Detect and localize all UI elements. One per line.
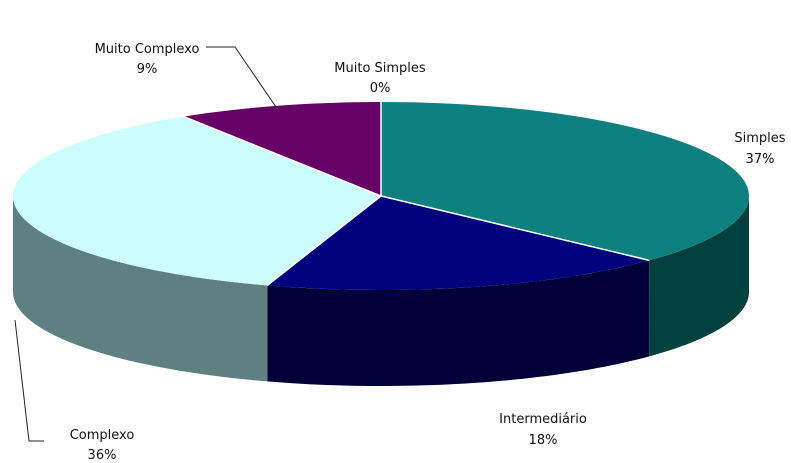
percent-complexo: 36% <box>88 448 117 463</box>
slice-edge-muito-complexo <box>183 115 382 197</box>
slice-intermediario <box>267 196 650 290</box>
percent-simples: 37% <box>746 152 775 167</box>
leader-lines <box>14 46 277 442</box>
slice-muito-complexo <box>183 102 381 196</box>
percent-intermediario: 18% <box>529 433 558 448</box>
label-complexo: Complexo <box>70 428 135 443</box>
slice-edge-intermediario <box>380 195 650 262</box>
percent-muito-complexo: 9% <box>137 62 158 77</box>
slice-simples <box>381 102 749 261</box>
pie-edges <box>183 102 650 286</box>
label-muito-simples: Muito Simples <box>334 61 426 76</box>
slice-complexo <box>13 116 381 286</box>
side-simples <box>649 196 749 357</box>
label-intermediario: Intermediário <box>499 412 587 427</box>
pie-sides <box>13 196 749 386</box>
label-muito-complexo: Muito Complexo <box>95 42 200 57</box>
side-intermediario <box>267 260 650 386</box>
leader-muito-complexo <box>206 46 277 108</box>
pie-tops <box>13 102 749 290</box>
percent-muito-simples: 0% <box>370 81 391 96</box>
side-complexo <box>13 196 268 382</box>
slice-edge-complexo <box>266 195 382 286</box>
label-simples: Simples <box>734 131 785 146</box>
leader-complexo <box>14 319 44 442</box>
